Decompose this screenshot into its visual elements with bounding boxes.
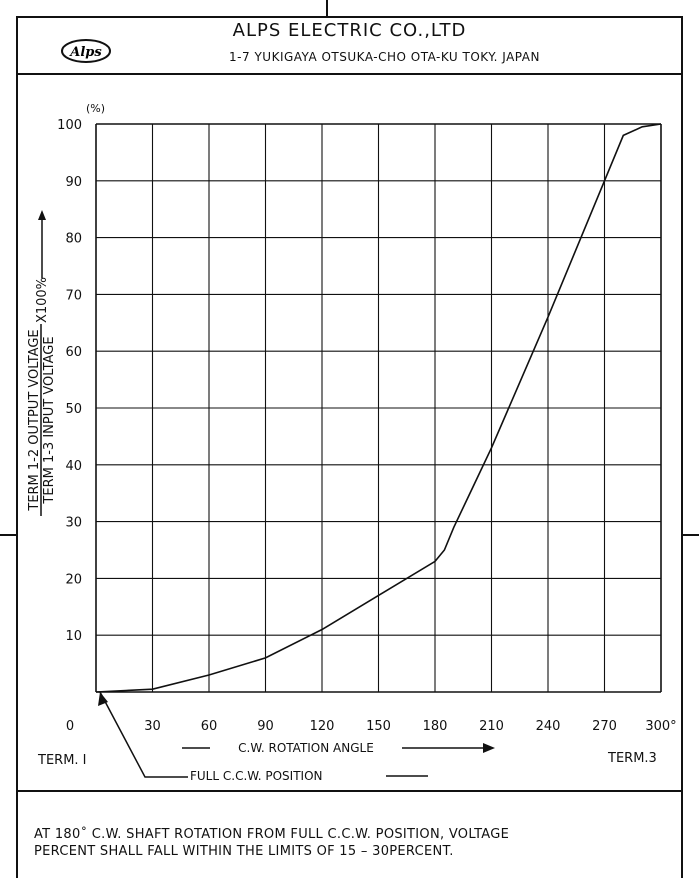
x-tick-label: 0 (66, 719, 74, 734)
logo-text: Alps (68, 45, 102, 60)
footer-divider (16, 790, 683, 792)
y-label-numerator: TERM 1-2 OUTPUT VOLTAGE (27, 329, 42, 511)
term1-label: TERM. I (37, 753, 87, 768)
chart-grid (95, 123, 662, 693)
y-unit-label: (%) (86, 102, 105, 115)
note-line-2: PERCENT SHALL FALL WITHIN THE LIMITS OF … (34, 844, 454, 859)
taper-curve (95, 123, 662, 693)
x-tick-label: 30 (144, 719, 161, 734)
x-tick-label: 180 (423, 719, 448, 734)
y-tick-labels: 10 20 30 40 50 60 70 80 90 100 (57, 118, 82, 644)
term3-label: TERM.3 (607, 751, 657, 766)
x-tick-label: 300° (645, 719, 676, 734)
y-tick-label: 30 (65, 516, 82, 531)
x-axis-label: C.W. ROTATION ANGLE (238, 741, 374, 755)
y-label-denominator: TERM 1-3 INPUT VOLTAGE (42, 336, 57, 504)
x-tick-label: 240 (536, 719, 561, 734)
registration-mark-top (326, 0, 328, 16)
note-line-1: AT 180˚ C.W. SHAFT ROTATION FROM FULL C.… (34, 827, 510, 842)
y-axis-label: TERM 1-2 OUTPUT VOLTAGE TERM 1-3 INPUT V… (27, 210, 57, 516)
ccw-leader-line (99, 691, 188, 778)
y-label-factor: X100% (35, 277, 50, 323)
y-tick-label: 70 (65, 288, 82, 303)
y-tick-label: 90 (65, 175, 82, 190)
y-tick-label: 20 (65, 572, 82, 587)
x-tick-label: 210 (479, 719, 504, 734)
x-tick-label: 270 (592, 719, 617, 734)
y-label-arrowhead (38, 210, 46, 220)
x-label-arrowhead (483, 743, 495, 753)
ccw-leader-arrowhead (98, 692, 108, 706)
y-tick-label: 100 (57, 118, 82, 133)
specification-note: AT 180˚ C.W. SHAFT ROTATION FROM FULL C.… (34, 826, 509, 860)
alps-logo: Alps (61, 39, 111, 63)
x-tick-label: 120 (310, 719, 335, 734)
y-tick-label: 40 (65, 459, 82, 474)
registration-mark-right (683, 534, 699, 536)
x-tick-label: 60 (201, 719, 218, 734)
ccw-position-label: FULL C.C.W. POSITION (190, 769, 323, 783)
drawing-frame (16, 16, 683, 878)
x-tick-label: 150 (366, 719, 391, 734)
header-divider (16, 73, 683, 75)
registration-mark-left (0, 534, 16, 536)
y-tick-label: 80 (65, 232, 82, 247)
company-name: ALPS ELECTRIC CO.,LTD (232, 20, 467, 41)
x-tick-labels: 0 30 60 90 120 150 180 210 240 270 300° (66, 719, 677, 734)
y-tick-label: 60 (65, 345, 82, 360)
company-address: 1-7 YUKIGAYA OTSUKA-CHO OTA-KU TOKY. JAP… (229, 50, 540, 64)
y-tick-label: 10 (65, 629, 82, 644)
x-tick-label: 90 (257, 719, 274, 734)
y-tick-label: 50 (65, 402, 82, 417)
